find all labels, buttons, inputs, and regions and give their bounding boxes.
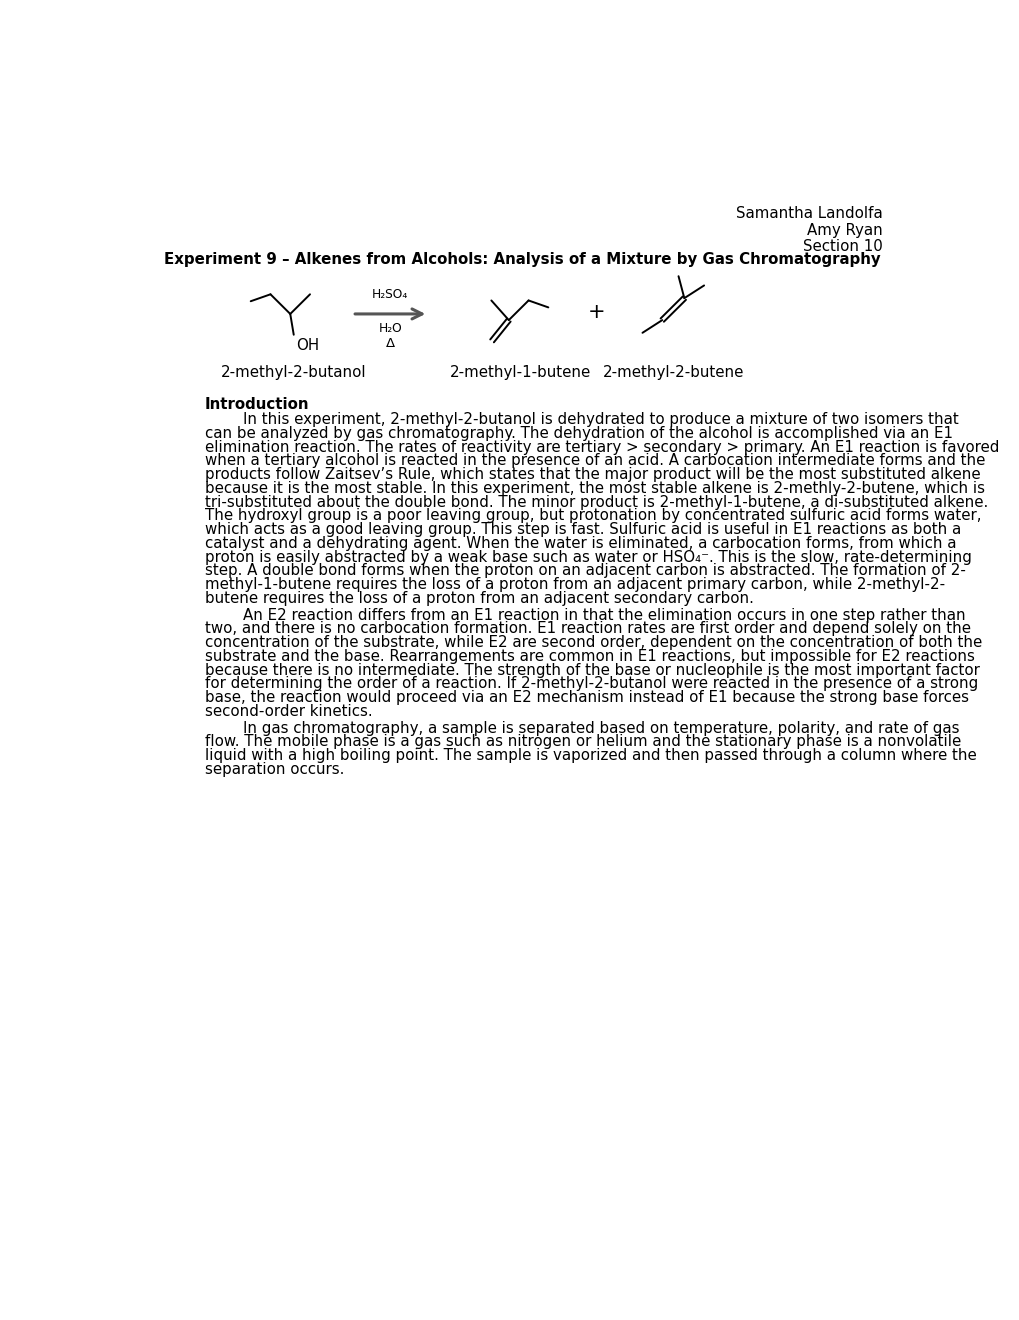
Text: The hydroxyl group is a poor leaving group, but protonation by concentrated sulf: The hydroxyl group is a poor leaving gro… <box>205 508 980 523</box>
Text: In this experiment, 2-methyl-2-butanol is dehydrated to produce a mixture of two: In this experiment, 2-methyl-2-butanol i… <box>205 412 958 428</box>
Text: catalyst and a dehydrating agent. When the water is eliminated, a carbocation fo: catalyst and a dehydrating agent. When t… <box>205 536 956 550</box>
Text: liquid with a high boiling point. The sample is vaporized and then passed throug: liquid with a high boiling point. The sa… <box>205 748 976 763</box>
Text: concentration of the substrate, while E2 are second order, dependent on the conc: concentration of the substrate, while E2… <box>205 635 981 651</box>
Text: H₂SO₄: H₂SO₄ <box>372 288 408 301</box>
Text: methyl-1-butene requires the loss of a proton from an adjacent primary carbon, w: methyl-1-butene requires the loss of a p… <box>205 577 945 593</box>
Text: Experiment 9 – Alkenes from Alcohols: Analysis of a Mixture by Gas Chromatograph: Experiment 9 – Alkenes from Alcohols: An… <box>164 252 880 268</box>
Text: step. A double bond forms when the proton on an adjacent carbon is abstracted. T: step. A double bond forms when the proto… <box>205 564 965 578</box>
Text: second-order kinetics.: second-order kinetics. <box>205 704 372 719</box>
Text: OH: OH <box>296 338 319 352</box>
Text: 2-methyl-1-butene: 2-methyl-1-butene <box>449 364 590 380</box>
Text: Amy Ryan: Amy Ryan <box>807 223 882 238</box>
Text: separation occurs.: separation occurs. <box>205 762 344 777</box>
Text: because it is the most stable. In this experiment, the most stable alkene is 2-m: because it is the most stable. In this e… <box>205 480 984 496</box>
Text: for determining the order of a reaction. If 2-methyl-2-butanol were reacted in t: for determining the order of a reaction.… <box>205 676 977 692</box>
Text: proton is easily abstracted by a weak base such as water or HSO₄⁻. This is the s: proton is easily abstracted by a weak ba… <box>205 549 971 565</box>
Text: when a tertiary alcohol is reacted in the presence of an acid. A carbocation int: when a tertiary alcohol is reacted in th… <box>205 453 984 469</box>
Text: two, and there is no carbocation formation. E1 reaction rates are first order an: two, and there is no carbocation formati… <box>205 622 970 636</box>
Text: Δ: Δ <box>385 337 394 350</box>
Text: base, the reaction would proceed via an E2 mechanism instead of E1 because the s: base, the reaction would proceed via an … <box>205 690 968 705</box>
Text: Section 10: Section 10 <box>803 239 882 255</box>
Text: can be analyzed by gas chromatography. The dehydration of the alcohol is accompl: can be analyzed by gas chromatography. T… <box>205 426 952 441</box>
Text: tri-substituted about the double bond. The minor product is 2-methyl-1-butene, a: tri-substituted about the double bond. T… <box>205 495 987 510</box>
Text: Samantha Landolfa: Samantha Landolfa <box>736 206 882 222</box>
Text: Introduction: Introduction <box>205 397 309 412</box>
Text: substrate and the base. Rearrangements are common in E1 reactions, but impossibl: substrate and the base. Rearrangements a… <box>205 649 974 664</box>
Text: +: + <box>587 302 604 322</box>
Text: which acts as a good leaving group. This step is fast. Sulfuric acid is useful i: which acts as a good leaving group. This… <box>205 523 960 537</box>
Text: In gas chromatography, a sample is separated based on temperature, polarity, and: In gas chromatography, a sample is separ… <box>205 721 959 735</box>
Text: elimination reaction. The rates of reactivity are tertiary > secondary > primary: elimination reaction. The rates of react… <box>205 440 999 454</box>
Text: products follow Zaitsev’s Rule, which states that the major product will be the : products follow Zaitsev’s Rule, which st… <box>205 467 979 482</box>
Text: 2-methyl-2-butene: 2-methyl-2-butene <box>602 364 743 380</box>
Text: 2-methyl-2-butanol: 2-methyl-2-butanol <box>221 364 367 380</box>
Text: because there is no intermediate. The strength of the base or nucleophile is the: because there is no intermediate. The st… <box>205 663 979 677</box>
Text: H₂O: H₂O <box>378 322 401 335</box>
Text: butene requires the loss of a proton from an adjacent secondary carbon.: butene requires the loss of a proton fro… <box>205 591 753 606</box>
Text: flow. The mobile phase is a gas such as nitrogen or helium and the stationary ph: flow. The mobile phase is a gas such as … <box>205 734 960 750</box>
Text: An E2 reaction differs from an E1 reaction in that the elimination occurs in one: An E2 reaction differs from an E1 reacti… <box>205 607 965 623</box>
